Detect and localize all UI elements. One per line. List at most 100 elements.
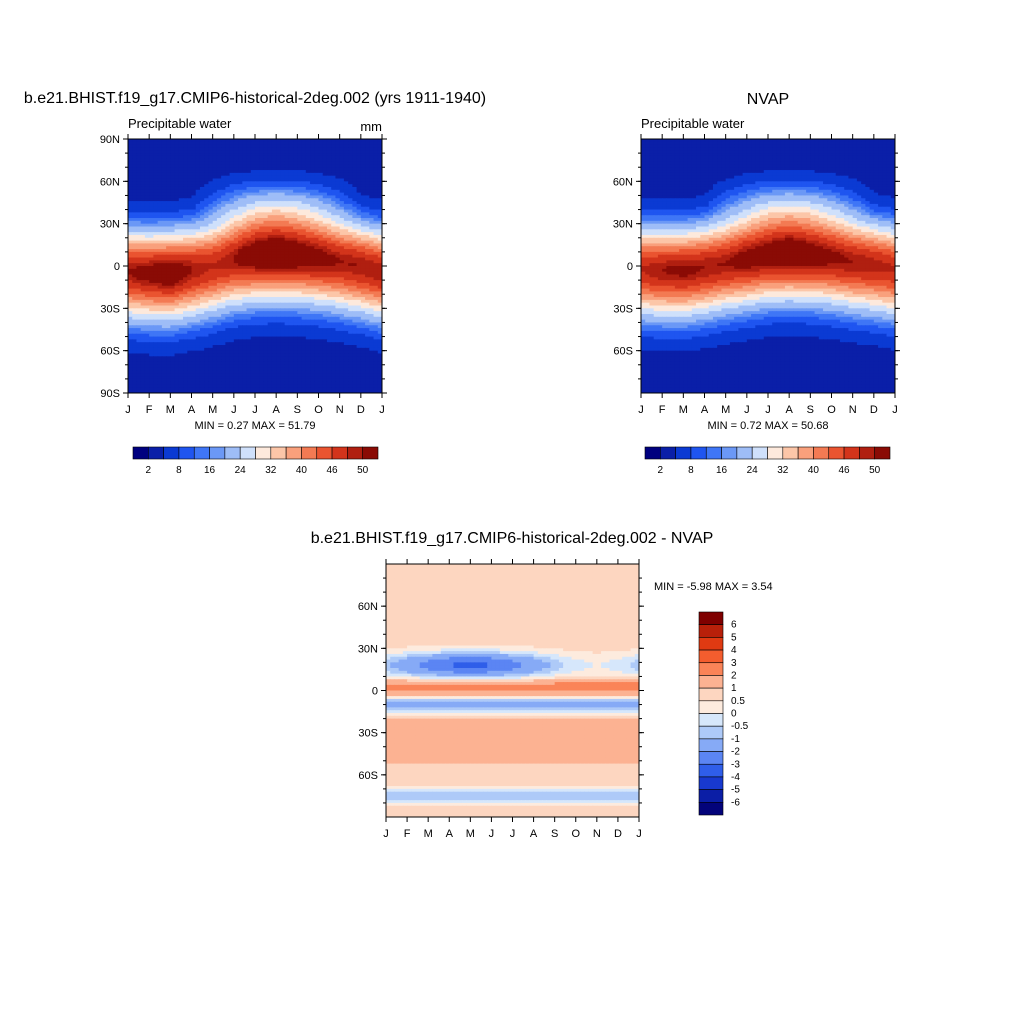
heatmap-cell: [301, 347, 307, 352]
heatmap-cell: [305, 277, 311, 281]
heatmap-cell: [191, 285, 197, 290]
heatmap-cell: [259, 172, 265, 177]
heatmap-cell: [343, 201, 349, 205]
heatmap-cell: [187, 299, 193, 304]
heatmap-cell: [297, 175, 303, 180]
heatmap-cell: [157, 319, 163, 324]
heatmap-cell: [140, 294, 146, 298]
heatmap-cell: [343, 150, 349, 154]
heatmap-cell: [310, 336, 315, 340]
heatmap-cell: [284, 192, 290, 197]
heatmap-cell: [305, 333, 311, 338]
heatmap-cell: [297, 251, 303, 256]
heatmap-cell: [166, 181, 171, 185]
heatmap-cell: [276, 153, 281, 157]
heatmap-cell: [263, 161, 269, 165]
heatmap-cell: [128, 316, 133, 321]
heatmap-cell: [348, 201, 353, 205]
heatmap-cell: [246, 223, 252, 228]
heatmap-cell: [297, 212, 303, 216]
heatmap-cell: [140, 212, 146, 216]
heatmap-cell: [360, 175, 366, 180]
heatmap-cell: [293, 299, 298, 304]
heatmap-cell: [233, 215, 239, 219]
heatmap-cell: [322, 308, 328, 312]
heatmap-cell: [343, 192, 349, 197]
heatmap-cell: [352, 302, 358, 307]
heatmap-cell: [352, 361, 358, 366]
heatmap-cell: [343, 316, 349, 321]
heatmap-cell: [284, 209, 290, 213]
heatmap-cell: [140, 328, 146, 332]
heatmap-cell: [199, 356, 205, 360]
heatmap-cell: [238, 251, 243, 256]
heatmap-cell: [178, 350, 184, 355]
heatmap-cell: [199, 330, 205, 335]
heatmap-cell: [322, 144, 328, 149]
heatmap-cell: [331, 294, 337, 298]
heatmap-cell: [195, 361, 201, 366]
heatmap-cell: [144, 347, 150, 352]
heatmap-cell: [140, 251, 146, 256]
heatmap-cell: [297, 268, 303, 273]
heatmap-cell: [310, 153, 315, 157]
heatmap-cell: [331, 313, 337, 318]
heatmap-cell: [187, 218, 193, 222]
heatmap-cell: [191, 175, 197, 180]
heatmap-cell: [318, 246, 324, 250]
heatmap-cell: [128, 325, 133, 329]
heatmap-cell: [356, 215, 362, 219]
heatmap-cell: [352, 153, 358, 157]
heatmap-cell: [238, 201, 243, 205]
heatmap-cell: [174, 316, 180, 321]
heatmap-cell: [149, 229, 154, 233]
heatmap-cell: [331, 243, 337, 247]
heatmap-cell: [246, 198, 252, 202]
heatmap-cell: [322, 271, 328, 276]
heatmap-cell: [174, 339, 180, 343]
heatmap-cell: [339, 291, 345, 295]
heatmap-cell: [191, 232, 197, 236]
heatmap-cell: [263, 277, 269, 281]
heatmap-cell: [305, 345, 311, 349]
heatmap-cell: [242, 313, 248, 318]
heatmap-cell: [242, 325, 248, 329]
heatmap-cell: [331, 212, 337, 216]
heatmap-cell: [246, 232, 252, 236]
heatmap-cell: [187, 328, 193, 332]
heatmap-cell: [373, 223, 379, 228]
heatmap-cell: [339, 155, 345, 160]
heatmap-cell: [166, 246, 171, 250]
heatmap-cell: [238, 206, 243, 211]
heatmap-cell: [310, 232, 315, 236]
heatmap-cell: [301, 364, 307, 369]
heatmap-cell: [314, 302, 320, 307]
heatmap-cell: [322, 260, 328, 264]
heatmap-cell: [233, 178, 239, 182]
heatmap-cell: [191, 345, 197, 349]
heatmap-cell: [360, 246, 366, 250]
heatmap-cell: [284, 206, 290, 211]
heatmap-cell: [161, 158, 167, 163]
heatmap-cell: [284, 328, 290, 332]
heatmap-cell: [356, 288, 362, 292]
heatmap-cell: [271, 172, 277, 177]
heatmap-cell: [335, 361, 341, 366]
heatmap-cell: [284, 333, 290, 338]
heatmap-cell: [195, 322, 201, 326]
heatmap-cell: [356, 229, 362, 233]
heatmap-cell: [199, 322, 205, 326]
heatmap-cell: [136, 243, 142, 247]
heatmap-cell: [128, 141, 133, 146]
heatmap-cell: [369, 263, 375, 267]
heatmap-cell: [259, 144, 265, 149]
heatmap-cell: [305, 147, 311, 151]
heatmap-cell: [246, 229, 252, 233]
heatmap-cell: [153, 336, 159, 340]
heatmap-cell: [204, 328, 210, 332]
heatmap-cell: [212, 254, 218, 259]
heatmap-cell: [250, 153, 256, 157]
heatmap-cell: [348, 285, 353, 290]
heatmap-cell: [255, 215, 260, 219]
heatmap-cell: [276, 356, 281, 360]
